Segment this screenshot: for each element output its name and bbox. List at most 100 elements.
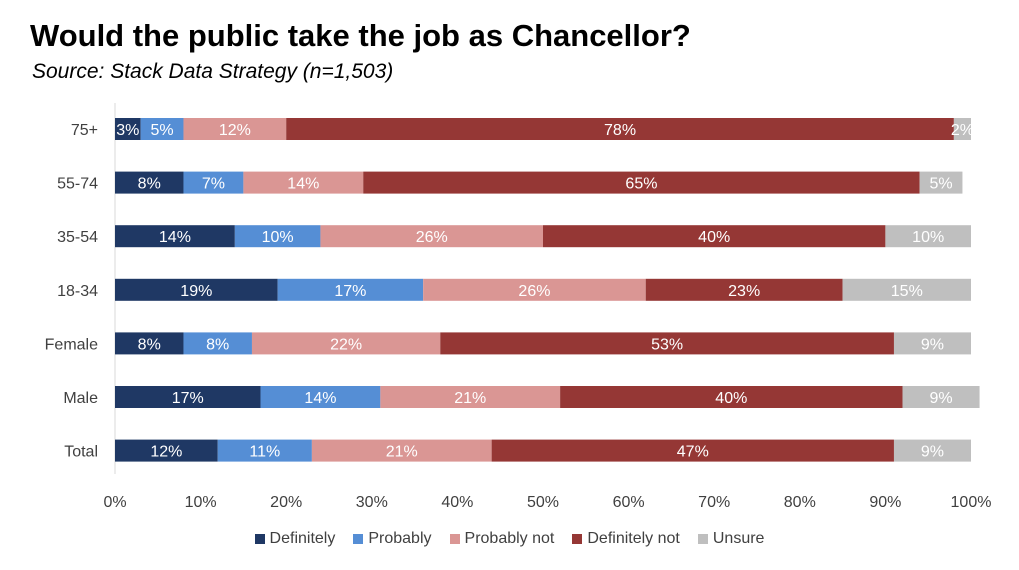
data-label: 23%	[728, 283, 760, 300]
data-label: 10%	[912, 229, 944, 246]
data-label: 53%	[651, 336, 683, 353]
legend-swatch	[572, 534, 583, 544]
legend-item: Unsure	[697, 530, 765, 548]
category-label: 55-74	[57, 176, 98, 193]
chart-legend: Definitely Probably Probably not Definitely…	[0, 530, 1019, 548]
bar-segment	[423, 278, 646, 301]
data-label: 7%	[202, 176, 225, 193]
bar-segment	[919, 171, 963, 194]
x-tick-label: 40%	[441, 494, 473, 511]
category-label: Female	[45, 336, 98, 353]
legend-swatch	[697, 534, 708, 544]
legend-swatch	[254, 534, 265, 544]
data-label: 9%	[921, 336, 944, 353]
legend-label: Definitely not	[587, 530, 680, 547]
bar-segment	[893, 439, 971, 462]
category-label: 35-54	[57, 229, 98, 246]
x-tick-label: 50%	[527, 494, 559, 511]
data-label: 5%	[929, 176, 952, 193]
bar-segment	[380, 386, 561, 408]
data-label: 40%	[698, 229, 730, 246]
data-label: 11%	[249, 444, 280, 461]
data-label: 21%	[454, 390, 486, 407]
data-label: 65%	[625, 176, 657, 193]
bar-segment	[543, 225, 886, 248]
bar-segment	[645, 278, 843, 301]
data-label: 40%	[715, 390, 747, 407]
category-label: Male	[63, 390, 98, 407]
bar-segment	[234, 225, 321, 248]
bar-segment	[491, 439, 894, 462]
bar-segment	[320, 225, 543, 248]
data-label: 10%	[262, 229, 294, 246]
data-label: 19%	[180, 283, 212, 300]
x-tick-label: 30%	[356, 494, 388, 511]
x-tick-label: 70%	[698, 494, 730, 511]
bar-segment	[842, 278, 971, 301]
x-tick-label: 80%	[784, 494, 816, 511]
data-label: 5%	[151, 122, 174, 139]
category-label: 75+	[71, 122, 98, 139]
data-label: 17%	[172, 390, 204, 407]
data-label: 14%	[159, 229, 191, 246]
bar-segment	[902, 386, 980, 408]
data-label: 78%	[604, 122, 636, 139]
bar-segment	[183, 171, 244, 194]
x-tick-label: 0%	[103, 494, 126, 511]
bar-segment	[277, 278, 424, 301]
bar-segment	[115, 118, 141, 140]
data-label: 9%	[921, 444, 944, 461]
bar-segment	[243, 171, 364, 194]
legend-label: Probably	[368, 530, 432, 547]
legend-swatch	[449, 534, 460, 544]
legend-swatch	[353, 534, 364, 544]
bar-segment	[115, 386, 261, 408]
data-label: 14%	[304, 390, 336, 407]
x-tick-label: 100%	[951, 494, 992, 511]
legend-label: Unsure	[712, 530, 765, 547]
bar-segment	[893, 332, 971, 355]
data-label: 21%	[386, 444, 418, 461]
bar-segment	[217, 439, 312, 462]
bar-segment	[183, 332, 252, 355]
data-label: 3%	[116, 122, 139, 139]
bar-segment	[440, 332, 894, 355]
data-label: 14%	[287, 176, 319, 193]
bar-segment	[560, 386, 903, 408]
bar-segment	[286, 118, 954, 140]
data-label: 26%	[416, 229, 448, 246]
category-label: 18-34	[57, 283, 98, 300]
data-label: 22%	[330, 336, 362, 353]
data-label: 12%	[219, 122, 251, 139]
legend-item: Probably	[353, 530, 432, 548]
bar-segment	[251, 332, 441, 355]
bar-segment	[115, 439, 218, 462]
x-tick-label: 90%	[869, 494, 901, 511]
data-label: 47%	[677, 444, 709, 461]
bar-segment	[115, 278, 278, 301]
legend-label: Definitely	[269, 530, 336, 547]
bar-segment	[260, 386, 381, 408]
bar-segment	[140, 118, 184, 140]
bar-segment	[183, 118, 287, 140]
legend-item: Definitely	[254, 530, 336, 548]
data-label: 17%	[334, 283, 366, 300]
legend-item: Definitely not	[572, 530, 680, 548]
bar-segment	[363, 171, 920, 194]
bar-segment	[885, 225, 971, 248]
data-label: 15%	[891, 283, 923, 300]
chart-subtitle: Source: Stack Data Strategy (n=1,503)	[32, 60, 394, 83]
data-label: 12%	[150, 444, 182, 461]
bar-segment	[311, 439, 492, 462]
legend-item: Probably not	[449, 530, 554, 548]
x-tick-label: 20%	[270, 494, 302, 511]
data-label: 8%	[138, 176, 161, 193]
bar-segment	[115, 171, 184, 194]
chart-title: Would the public take the job as Chancel…	[30, 18, 691, 53]
bar-segment	[115, 332, 184, 355]
data-label: 9%	[929, 390, 952, 407]
bar-segment	[115, 225, 235, 248]
x-tick-label: 60%	[613, 494, 645, 511]
x-tick-label: 10%	[185, 494, 217, 511]
